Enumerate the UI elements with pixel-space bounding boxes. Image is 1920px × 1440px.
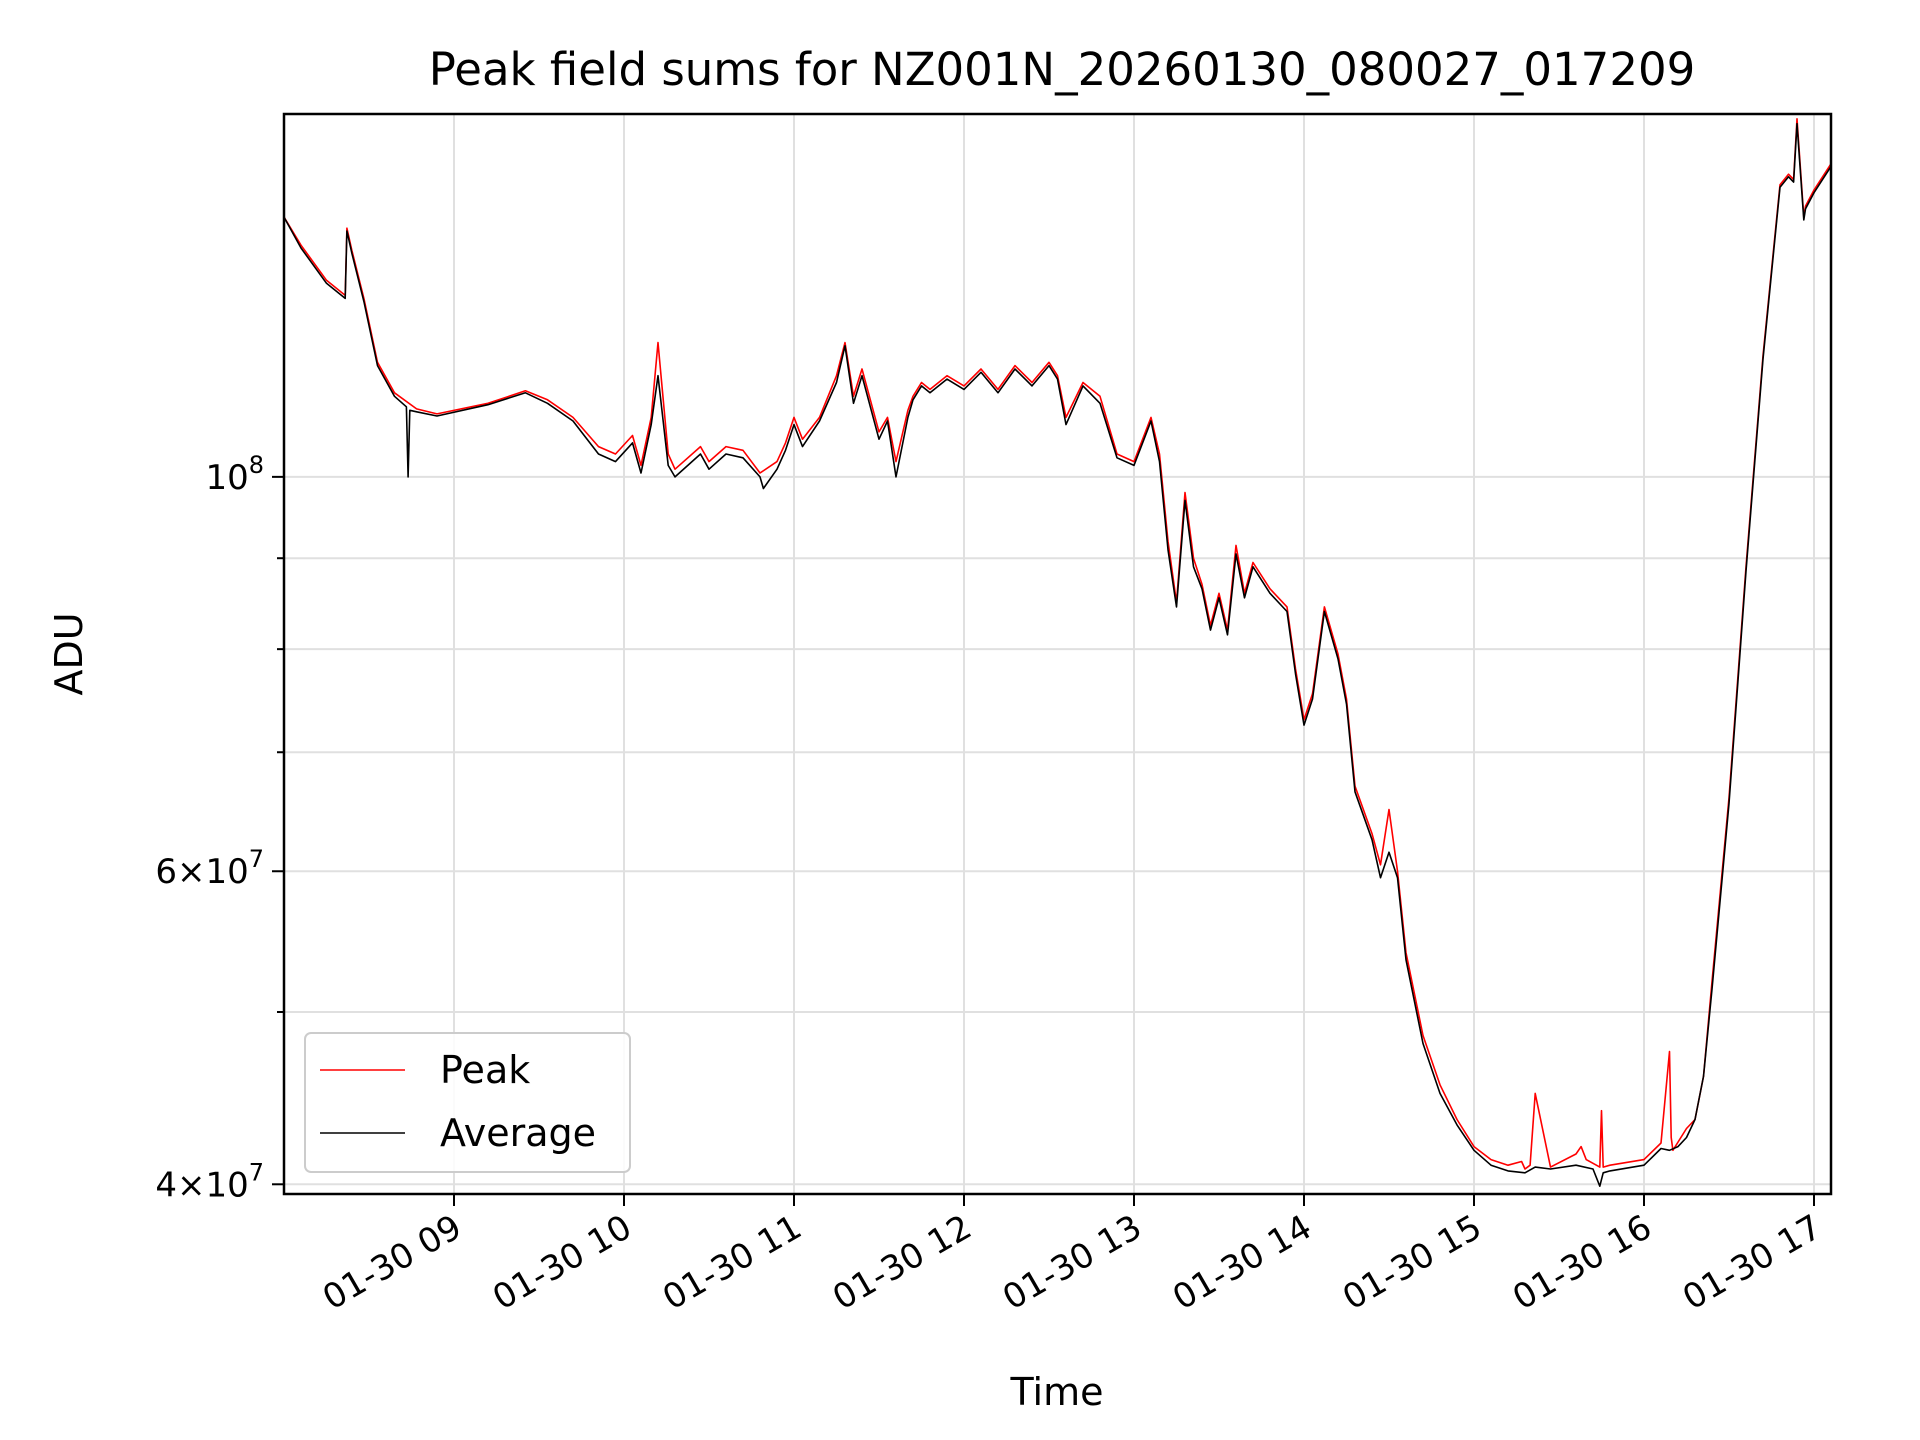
x-axis-label: Time xyxy=(1010,1370,1104,1414)
series-line-average xyxy=(283,122,1832,1187)
y-axis-label: ADU xyxy=(47,612,91,695)
plot-frame xyxy=(282,112,1833,1196)
x-tick-label: 01-30 13 xyxy=(996,1207,1148,1318)
y-tick-base: 4×10 xyxy=(155,1165,248,1205)
x-tick-label: 01-30 11 xyxy=(656,1207,808,1318)
y-tick-label: 4×107 xyxy=(155,1158,264,1205)
x-tick-label: 01-30 09 xyxy=(316,1207,468,1318)
legend: Peak Average xyxy=(304,1032,631,1173)
x-axis: 01-30 09 01-30 10 01-30 11 01-30 12 01-30 13… xyxy=(316,1194,1829,1318)
y-tick-label: 6×107 xyxy=(155,845,264,892)
legend-box xyxy=(304,1032,631,1173)
y-tick-exponent: 8 xyxy=(249,451,264,479)
y-tick-base: 6×10 xyxy=(155,852,248,892)
chart-title: Peak field sums for NZ001N_20260130_0800… xyxy=(429,43,1695,96)
legend-peak-label: Peak xyxy=(440,1048,530,1092)
chart-grid xyxy=(284,114,1831,1194)
y-tick-exponent: 7 xyxy=(249,1158,264,1186)
y-tick-label: 108 xyxy=(205,451,264,498)
chart-series xyxy=(283,118,1832,1187)
y-tick-exponent: 7 xyxy=(249,845,264,873)
x-tick-label: 01-30 15 xyxy=(1336,1207,1488,1318)
y-tick-base: 10 xyxy=(205,458,248,498)
x-tick-label: 01-30 10 xyxy=(486,1207,638,1318)
x-tick-label: 01-30 17 xyxy=(1676,1207,1828,1318)
x-tick-label: 01-30 16 xyxy=(1506,1207,1658,1318)
legend-average-label: Average xyxy=(440,1111,596,1155)
x-tick-label: 01-30 12 xyxy=(826,1207,978,1318)
x-tick-label: 01-30 14 xyxy=(1166,1207,1318,1318)
